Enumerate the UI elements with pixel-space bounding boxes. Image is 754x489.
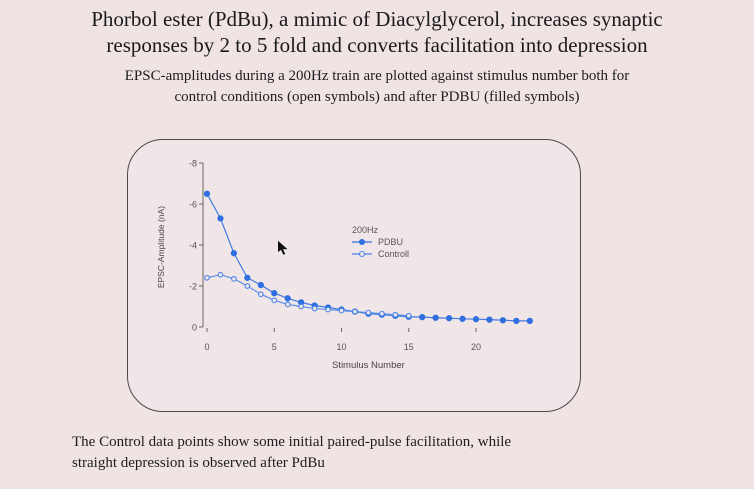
x-tick-label: 0 [204,342,209,352]
pdbu-data-point [499,317,507,324]
control-data-point [271,297,278,304]
control-data-point [298,303,305,310]
pdbu-data-point [445,315,453,322]
slide-title-line-1: Phorbol ester (PdBu), a mimic of Diacylg… [91,7,663,31]
x-tick-label: 5 [272,342,277,352]
control-data-point [338,307,345,314]
mouse-pointer-icon [277,240,288,260]
control-data-point [217,271,224,278]
x-tick-label: 20 [471,342,481,352]
control-data-point [379,310,385,317]
slide-subtitle-line-2: control conditions (open symbols) and af… [174,89,580,105]
slide-subtitle: EPSC-amplitudes during a 200Hz train are… [0,66,754,108]
control-data-point [257,291,264,298]
pdbu-data-point [203,190,211,197]
y-tick-label: -8 [189,159,197,169]
pdbu-data-point [284,295,291,302]
pdbu-data-point [459,315,466,322]
slide-caption: The Control data points show some initia… [72,432,712,474]
pdbu-data-point [230,250,238,257]
legend-title: 200Hz [352,225,379,235]
legend-control-marker [358,250,366,258]
pdbu-data-point [244,274,251,281]
control-data-point [204,274,210,281]
slide-caption-line-1: The Control data points show some initia… [72,434,512,450]
control-series-line [206,274,409,317]
control-data-point [392,311,399,318]
control-data-point [244,283,251,289]
slide-title-line-2: responses by 2 to 5 fold and converts fa… [106,33,648,57]
pdbu-data-point [513,317,520,324]
control-data-point [365,309,372,316]
control-data-point [284,301,291,308]
x-tick-label: 10 [336,342,346,352]
y-tick-label: -6 [189,200,197,210]
pdbu-data-point [486,316,493,323]
x-axis-label: Stimulus Number [332,360,405,371]
pdbu-data-point [257,281,264,289]
control-data-point [231,275,237,282]
y-axis-label: EPSC-Amplitude (nA) [156,206,166,288]
slide-title: Phorbol ester (PdBu), a mimic of Diacylg… [0,6,754,58]
slide-subtitle-line-1: EPSC-amplitudes during a 200Hz train are… [124,68,630,84]
control-data-point [325,306,331,313]
x-tick-label: 15 [404,342,414,352]
control-data-point [352,308,358,315]
slide-caption-line-2: straight depression is observed after Pd… [72,455,325,471]
y-tick-label: -4 [189,241,197,251]
pdbu-data-point [217,215,224,222]
control-data-point [311,305,318,312]
legend-label-control: Controll [378,249,409,259]
pdbu-data-point [419,314,426,321]
pdbu-data-point [526,317,533,324]
legend-label-pdbu: PDBU [378,237,403,247]
y-tick-label: 0 [192,323,197,333]
legend-pdbu-marker [358,238,366,246]
pdbu-data-point [432,314,439,321]
pdbu-series-line [206,193,530,322]
pdbu-data-point [472,316,480,323]
control-data-point [405,312,412,319]
pdbu-data-point [271,290,278,297]
y-tick-label: -2 [189,282,197,292]
